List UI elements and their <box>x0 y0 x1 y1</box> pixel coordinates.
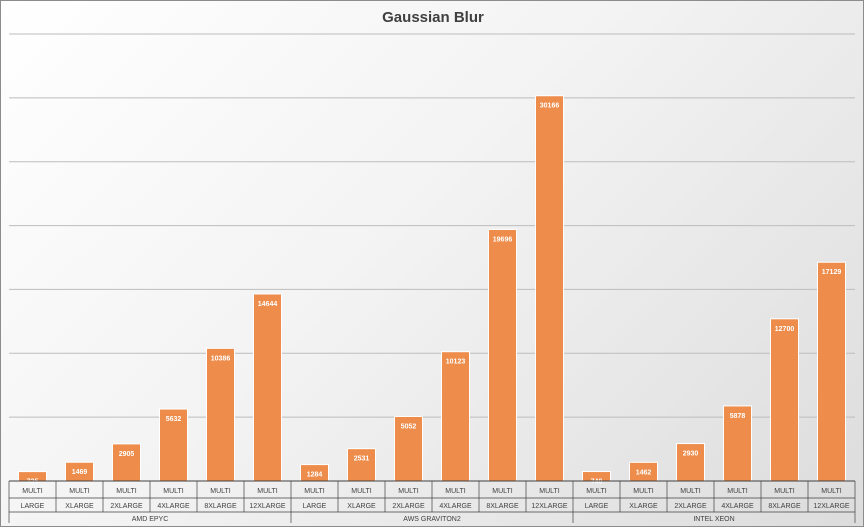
x-tick-label: 2XLARGE <box>110 503 143 510</box>
bar-value-label: 2905 <box>119 451 135 458</box>
chart-title: Gaussian Blur <box>382 9 484 26</box>
bar <box>535 95 564 482</box>
bar <box>206 347 235 482</box>
x-tick-label: MULTI <box>821 488 842 495</box>
bar-value-label: 10386 <box>211 355 231 362</box>
bar-value-label: 1284 <box>307 472 323 479</box>
x-tick-label: 4XLARGE <box>439 503 472 510</box>
x-tick-label: 2XLARGE <box>392 503 425 510</box>
x-tick-label: 8XLARGE <box>486 503 519 510</box>
bar-value-label: 1462 <box>636 469 652 476</box>
x-tick-label: MULTI <box>304 488 325 495</box>
x-tick-label: MULTI <box>445 488 466 495</box>
bar <box>817 261 846 482</box>
bar-value-label: 5052 <box>401 423 417 430</box>
bar-value-label: 1469 <box>72 469 88 476</box>
x-tick-label: 2XLARGE <box>674 503 707 510</box>
bar-value-label: 2930 <box>683 451 699 458</box>
bar-value-label: 30166 <box>540 103 560 110</box>
x-tick-label: MULTI <box>116 488 137 495</box>
x-tick-label: 4XLARGE <box>721 503 754 510</box>
x-tick-label: XLARGE <box>629 503 658 510</box>
x-tick-label: 12XLARGE <box>249 503 286 510</box>
x-tick-label: MULTI <box>257 488 278 495</box>
bar <box>394 415 423 482</box>
x-tick-label: 12XLARGE <box>531 503 568 510</box>
x-tick-label: MULTI <box>69 488 90 495</box>
bar-value-label: 5878 <box>730 413 746 420</box>
bar-value-label: 14644 <box>258 301 278 308</box>
x-tick-label: MULTI <box>163 488 184 495</box>
x-tick-label: 12XLARGE <box>813 503 850 510</box>
x-tick-label: XLARGE <box>65 503 94 510</box>
bar-value-label: 19696 <box>493 236 513 243</box>
bar <box>347 448 376 482</box>
bar <box>112 443 141 482</box>
x-tick-label: 4XLARGE <box>157 503 190 510</box>
bar <box>441 351 470 482</box>
bar-value-label: 10123 <box>446 359 466 366</box>
bar <box>159 408 188 482</box>
bar <box>676 443 705 482</box>
bar-value-label: 17129 <box>822 269 842 276</box>
x-tick-label: MULTI <box>633 488 654 495</box>
bar-value-label: 740 <box>591 479 603 486</box>
x-tick-label: MULTI <box>727 488 748 495</box>
bar-value-label: 5632 <box>166 416 182 423</box>
group-label: AMD EPYC <box>132 516 169 523</box>
x-tick-label: MULTI <box>586 488 607 495</box>
group-label: INTEL XEON <box>693 516 734 523</box>
x-tick-label: 8XLARGE <box>204 503 237 510</box>
bar-value-label: 2531 <box>354 456 370 463</box>
x-tick-label: LARGE <box>303 503 327 510</box>
bar-value-label: 12700 <box>775 326 795 333</box>
x-tick-label: LARGE <box>585 503 609 510</box>
x-tick-label: 8XLARGE <box>768 503 801 510</box>
x-tick-label: LARGE <box>21 503 45 510</box>
x-tick-label: MULTI <box>539 488 560 495</box>
x-tick-label: MULTI <box>22 488 43 495</box>
x-tick-label: MULTI <box>398 488 419 495</box>
x-tick-label: MULTI <box>210 488 231 495</box>
bar <box>770 318 799 482</box>
group-label: AWS GRAVITON2 <box>403 516 461 523</box>
x-tick-label: MULTI <box>680 488 701 495</box>
bar <box>488 228 517 482</box>
bar-value-label: 735 <box>27 479 39 486</box>
bar <box>253 293 282 482</box>
x-tick-label: MULTI <box>351 488 372 495</box>
x-tick-label: MULTI <box>492 488 513 495</box>
x-tick-label: MULTI <box>774 488 795 495</box>
x-tick-label: XLARGE <box>347 503 376 510</box>
